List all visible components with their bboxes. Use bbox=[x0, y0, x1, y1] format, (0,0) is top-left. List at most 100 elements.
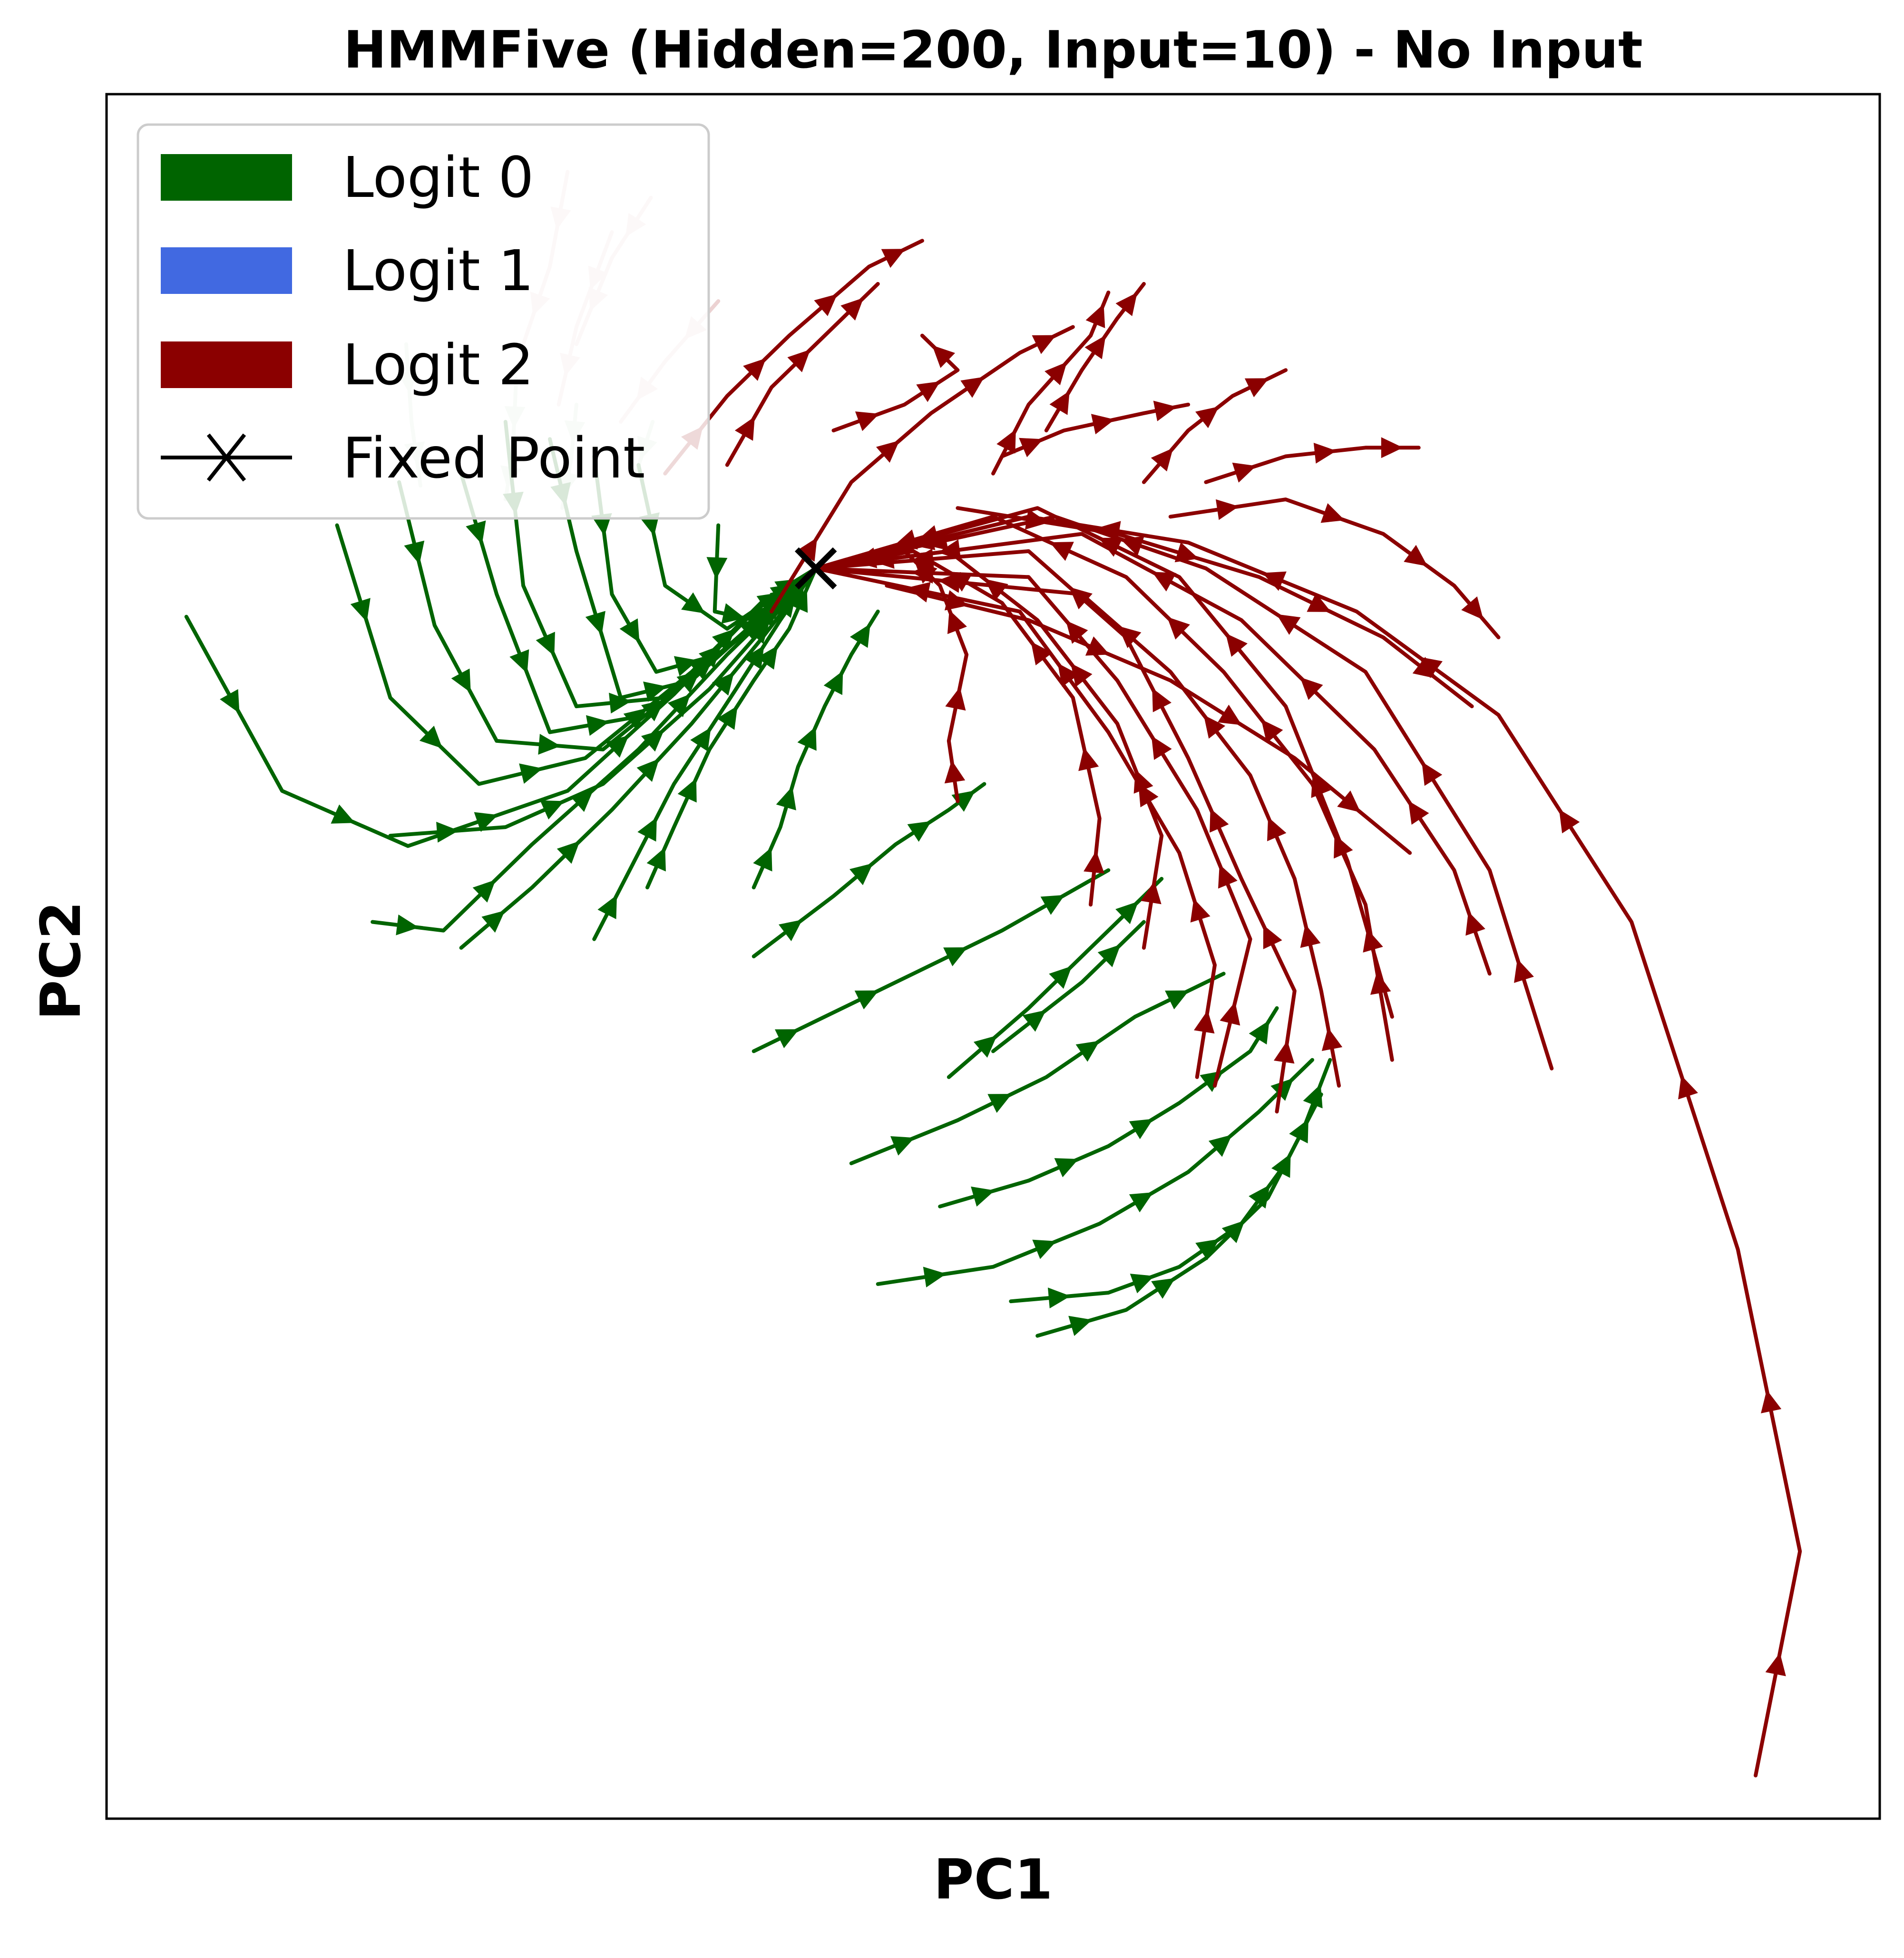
logit0-direction-arrow bbox=[557, 841, 580, 864]
logit0-direction-arrow bbox=[1040, 895, 1065, 915]
logit0-direction-arrow bbox=[396, 914, 419, 935]
logit2-trajectory-34 bbox=[814, 547, 1104, 907]
logit0-direction-arrow bbox=[854, 990, 879, 1010]
logit0-direction-arrow bbox=[1249, 1020, 1269, 1045]
logit0-direction-arrow bbox=[1068, 1315, 1093, 1336]
logit2-trajectory-35 bbox=[902, 549, 969, 803]
logit2-direction-arrow bbox=[1085, 304, 1105, 328]
logit2-direction-arrow bbox=[944, 760, 966, 784]
logit2-direction-arrow bbox=[1465, 911, 1485, 936]
logit0-direction-arrow bbox=[753, 847, 772, 872]
logit2-direction-arrow bbox=[1765, 1653, 1786, 1676]
logit2-direction-arrow bbox=[1141, 881, 1162, 905]
logit2-trajectory-47 bbox=[885, 584, 1412, 855]
logit2-direction-arrow bbox=[996, 429, 1016, 454]
logit2-direction-arrow bbox=[1218, 864, 1238, 889]
logit2-direction-arrow bbox=[894, 529, 918, 550]
logit0-direction-arrow bbox=[849, 623, 870, 648]
logit2-direction-arrow bbox=[1218, 704, 1242, 725]
fixed-point-marker bbox=[794, 547, 837, 590]
logit0-trajectory-12 bbox=[592, 566, 818, 941]
logit2-direction-arrow bbox=[960, 377, 985, 398]
logit2-direction-arrow bbox=[1381, 437, 1403, 458]
logit2-direction-arrow bbox=[1220, 1002, 1240, 1026]
logit0-trajectory-17 bbox=[849, 972, 1226, 1166]
logit0-direction-arrow bbox=[776, 786, 796, 810]
logit2-direction-arrow bbox=[1133, 769, 1153, 794]
logit0-direction-arrow bbox=[519, 763, 543, 784]
logit0-direction-arrow bbox=[404, 540, 425, 565]
logit0-direction-arrow bbox=[712, 672, 734, 696]
logit0-direction-arrow bbox=[619, 618, 640, 643]
logit2-direction-arrow bbox=[1153, 400, 1177, 421]
legend-item-logit-1: Logit 1 bbox=[161, 238, 534, 303]
logit0-direction-arrow bbox=[436, 821, 459, 843]
logit0-direction-arrow bbox=[1129, 1192, 1153, 1213]
logit0-trajectory-line bbox=[991, 920, 1146, 1053]
logit0-direction-arrow bbox=[712, 629, 735, 652]
logit2-direction-arrow bbox=[1071, 663, 1093, 687]
logit2-direction-arrow bbox=[1115, 292, 1137, 316]
logit0-direction-arrow bbox=[597, 895, 617, 919]
logit0-direction-arrow bbox=[419, 725, 443, 749]
logit2-direction-arrow bbox=[1032, 335, 1056, 354]
logit0-direction-arrow bbox=[538, 734, 561, 755]
logit0-direction-arrow bbox=[1303, 1084, 1323, 1109]
logit0-direction-arrow bbox=[570, 789, 594, 812]
logit2-direction-arrow bbox=[1085, 636, 1110, 656]
logit2-trajectory-36 bbox=[725, 282, 880, 467]
logit2-direction-arrow bbox=[1244, 378, 1269, 398]
logit2-trajectory-line bbox=[1168, 497, 1501, 640]
logit2-direction-arrow bbox=[1514, 959, 1534, 983]
logit2-direction-arrow bbox=[1404, 545, 1428, 566]
logit2-direction-arrow bbox=[1225, 633, 1248, 657]
logit0-direction-arrow bbox=[690, 727, 711, 751]
logit0-direction-arrow bbox=[1075, 1041, 1100, 1062]
logit0-direction-arrow bbox=[1270, 1078, 1294, 1101]
logit0-direction-arrow bbox=[788, 588, 808, 613]
logit2-direction-arrow bbox=[1321, 1027, 1343, 1051]
logit2-direction-arrow bbox=[1049, 390, 1070, 415]
logit0-direction-arrow bbox=[1022, 1010, 1046, 1032]
logit2-direction-arrow bbox=[1025, 509, 1048, 530]
legend-swatch-logit-2 bbox=[161, 341, 292, 388]
logit0-direction-arrow bbox=[1195, 1239, 1220, 1260]
logit2-direction-arrow bbox=[1261, 719, 1283, 743]
logit0-direction-arrow bbox=[1221, 1220, 1245, 1243]
logit0-direction-arrow bbox=[677, 778, 697, 803]
logit2-trajectory-45 bbox=[1168, 497, 1501, 640]
logit0-direction-arrow bbox=[451, 668, 471, 693]
logit2-trajectory-44 bbox=[1000, 400, 1191, 458]
logit0-direction-arrow bbox=[971, 1186, 995, 1207]
logit2-direction-arrow bbox=[1031, 642, 1053, 665]
logit0-direction-arrow bbox=[636, 759, 659, 782]
legend-label-logit-1: Logit 1 bbox=[342, 238, 534, 303]
logit0-trajectory-line bbox=[592, 454, 818, 674]
logit2-direction-arrow bbox=[1084, 335, 1106, 360]
logit0-trajectory-line bbox=[388, 566, 818, 838]
logit0-direction-arrow bbox=[536, 632, 555, 656]
logit2-trajectory-38 bbox=[770, 325, 1075, 614]
logit2-trajectory-line bbox=[885, 584, 1412, 855]
logit0-direction-arrow bbox=[743, 645, 764, 670]
logit2-direction-arrow bbox=[1412, 657, 1436, 679]
logit2-direction-arrow bbox=[1098, 537, 1123, 557]
logit0-direction-arrow bbox=[717, 706, 738, 730]
logit0-direction-arrow bbox=[586, 715, 610, 736]
logit0-direction-arrow bbox=[220, 689, 240, 713]
legend-item-logit-0: Logit 0 bbox=[161, 145, 534, 210]
logit0-trajectory-16 bbox=[752, 868, 1111, 1053]
logit2-direction-arrow bbox=[876, 440, 899, 463]
logit0-direction-arrow bbox=[721, 603, 745, 624]
logit0-direction-arrow bbox=[481, 910, 505, 933]
logit2-direction-arrow bbox=[855, 411, 879, 431]
logit0-direction-arrow bbox=[474, 812, 498, 832]
logit2-direction-arrow bbox=[1210, 808, 1229, 833]
logit0-direction-arrow bbox=[923, 1266, 947, 1287]
logit0-direction-arrow bbox=[643, 682, 667, 702]
logit0-direction-arrow bbox=[1129, 1119, 1153, 1140]
logit0-direction-arrow bbox=[797, 726, 817, 751]
logit2-direction-arrow bbox=[1167, 617, 1190, 640]
logit2-trajectory-43 bbox=[1204, 437, 1421, 484]
